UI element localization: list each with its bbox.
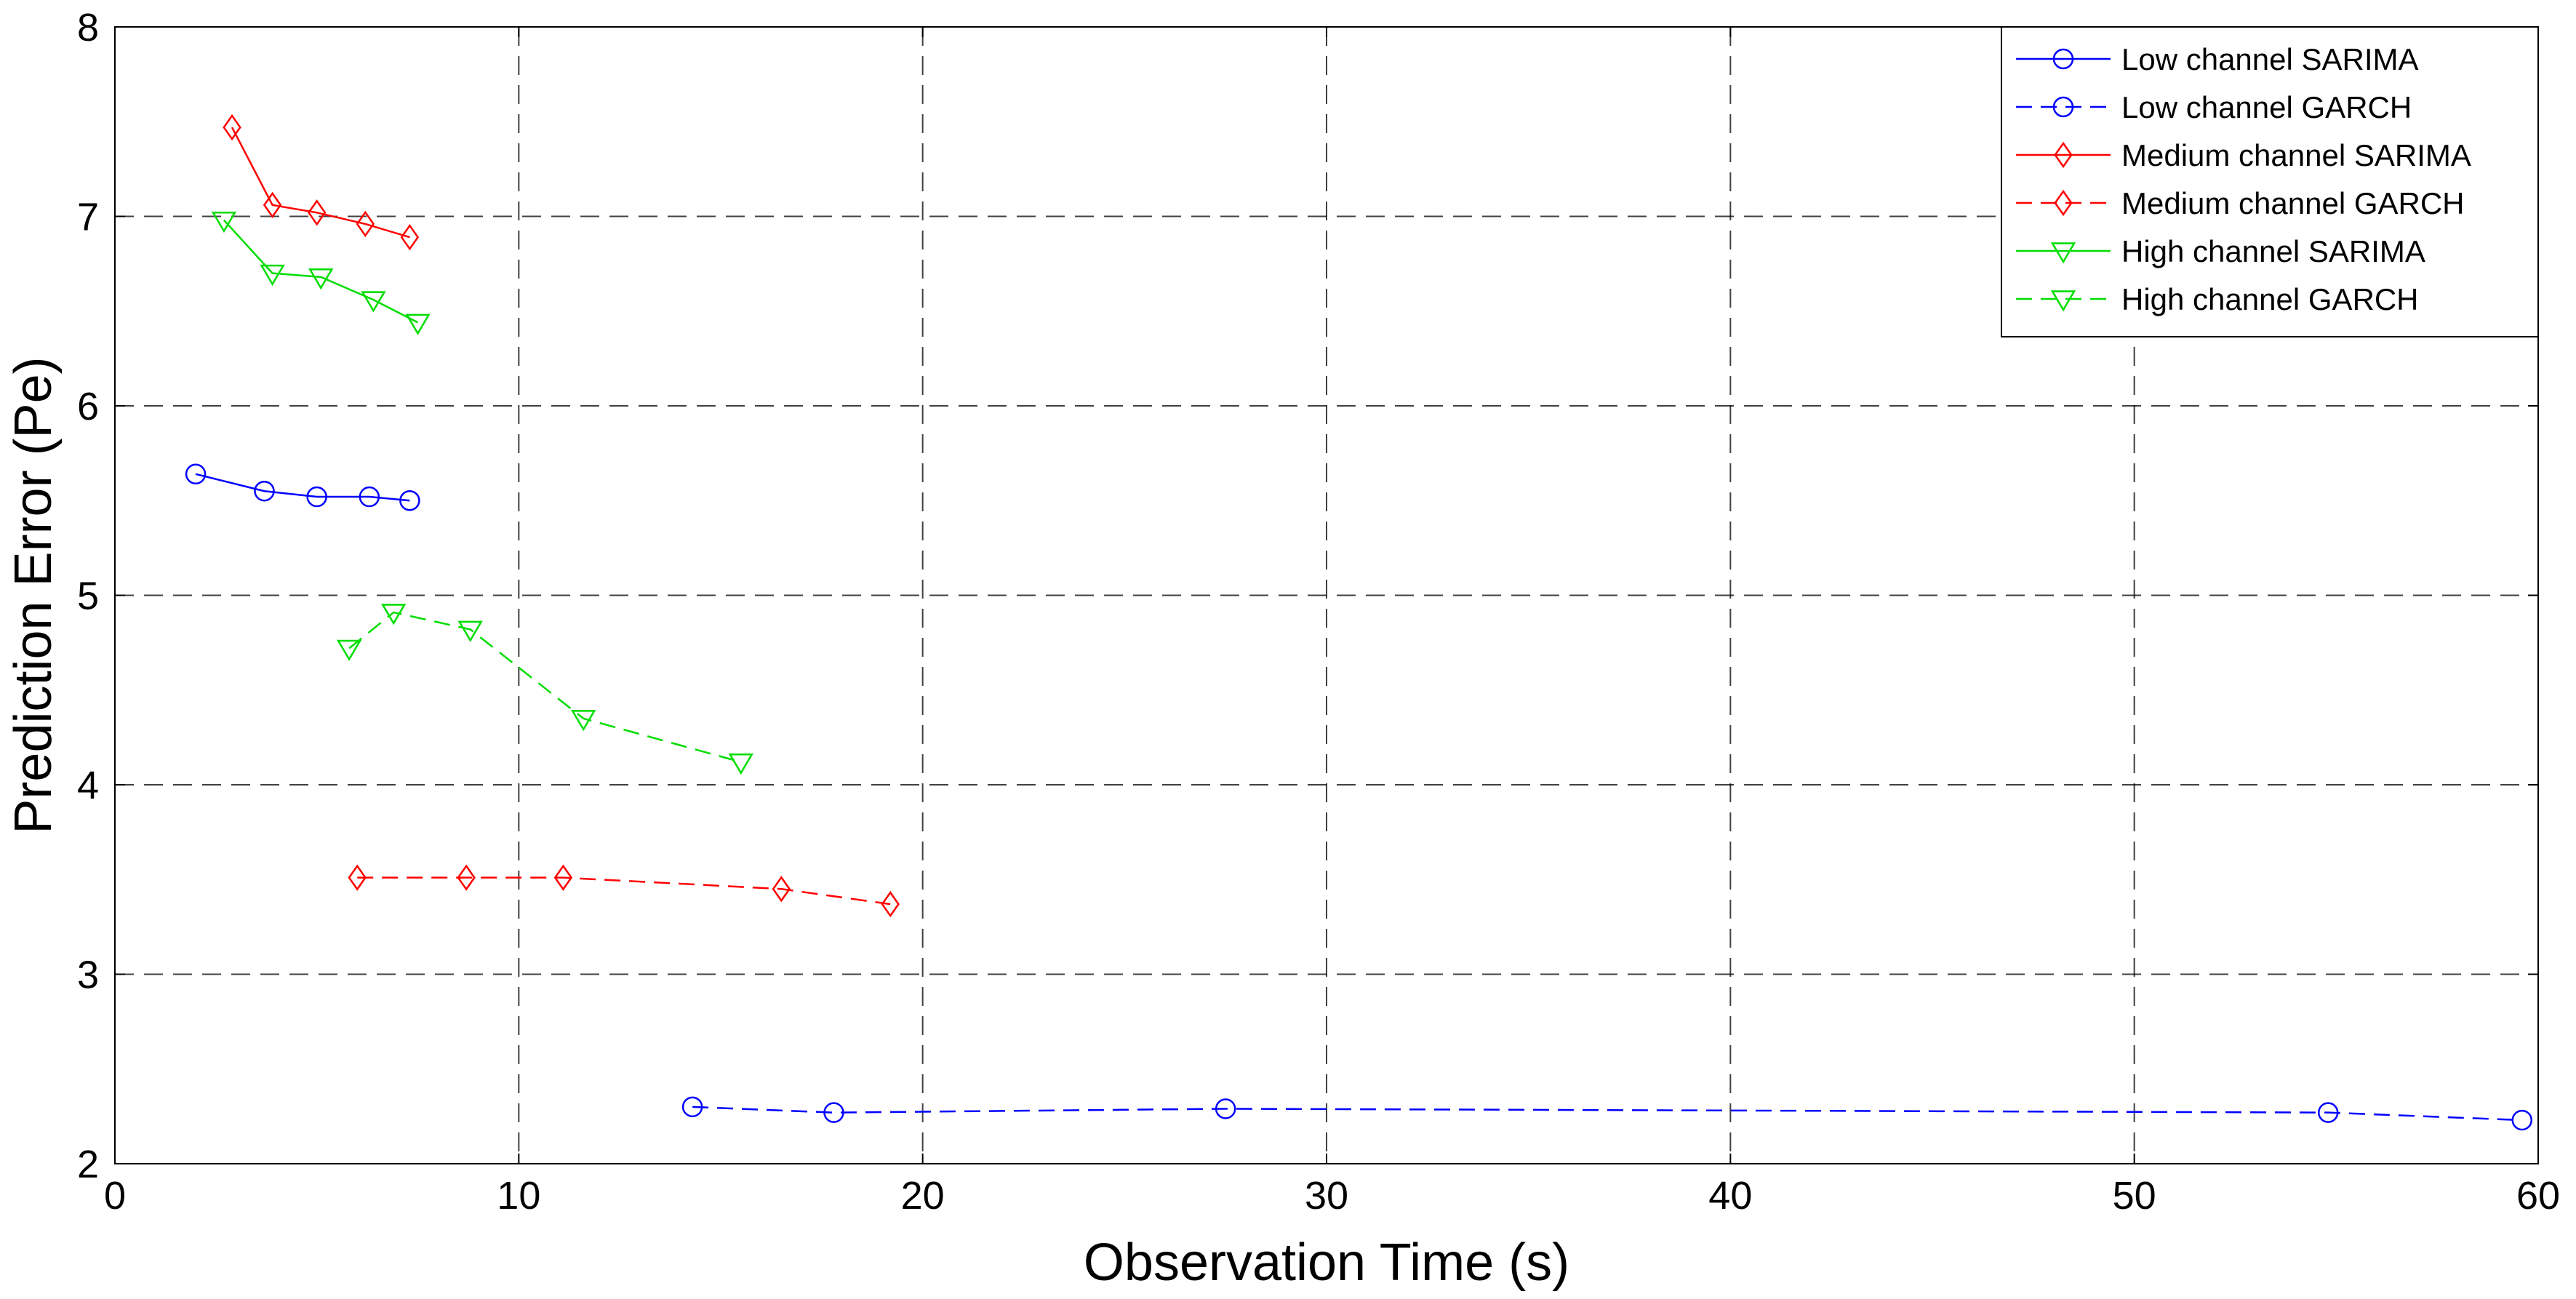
- legend: Low channel SARIMA Low channel GARCH Mediu…: [2001, 26, 2539, 337]
- series-line: [348, 611, 742, 763]
- data-point: [457, 620, 483, 642]
- series-line: [195, 473, 410, 502]
- legend-label: Medium channel GARCH: [2121, 186, 2465, 220]
- series-line: [231, 127, 410, 239]
- legend-marker: [2054, 189, 2073, 217]
- legend-item: Low channel SARIMA: [2016, 42, 2419, 76]
- data-point: [306, 486, 327, 508]
- legend-marker: [2050, 242, 2076, 264]
- legend-marker: [2052, 96, 2074, 118]
- data-point: [308, 268, 334, 290]
- legend-label: High channel SARIMA: [2121, 234, 2425, 268]
- x-tick-label: 30: [1305, 1174, 1348, 1218]
- x-tick-label: 0: [104, 1174, 126, 1218]
- legend-marker: [2050, 290, 2076, 312]
- axis-ticks: 0 10 20 30 40 50 60 2 3 4 5 6 7 8: [77, 6, 2560, 1218]
- data-point: [728, 753, 753, 775]
- data-point: [211, 211, 237, 233]
- legend-item: High channel SARIMA: [2016, 234, 2425, 268]
- y-tick-label: 3: [77, 954, 99, 997]
- series-layer: [185, 113, 2533, 1131]
- data-point: [359, 486, 380, 508]
- data-point: [457, 864, 476, 891]
- series-line: [223, 219, 419, 324]
- legend-item: Medium channel SARIMA: [2016, 138, 2471, 172]
- x-tick-label: 10: [497, 1174, 540, 1218]
- data-point: [399, 490, 420, 511]
- series-1: [185, 463, 420, 511]
- data-point: [2511, 1109, 2533, 1131]
- data-point: [2317, 1102, 2339, 1123]
- legend-label: Low channel SARIMA: [2121, 42, 2419, 76]
- data-point: [823, 1102, 844, 1123]
- y-tick-label: 7: [77, 196, 99, 239]
- legend-box: [2001, 26, 2539, 337]
- y-tick-label: 2: [77, 1143, 99, 1186]
- legend-item: Low channel GARCH: [2016, 90, 2412, 124]
- series-line: [357, 876, 891, 906]
- data-point: [361, 291, 386, 313]
- data-point: [881, 890, 900, 918]
- data-point: [571, 710, 596, 732]
- data-point: [772, 876, 791, 903]
- data-point: [553, 864, 573, 891]
- data-point: [263, 191, 282, 219]
- data-point: [223, 113, 241, 141]
- data-point: [405, 313, 431, 335]
- y-axis-label: Prediction Error (Pe): [4, 356, 63, 834]
- data-point: [356, 210, 375, 238]
- x-axis-label: Observation Time (s): [1084, 1234, 1569, 1292]
- legend-item: Medium channel GARCH: [2016, 186, 2465, 220]
- legend-label: Medium channel SARIMA: [2121, 138, 2471, 172]
- y-tick-label: 4: [77, 764, 99, 807]
- legend-label: Low channel GARCH: [2121, 90, 2412, 124]
- data-point: [185, 463, 207, 485]
- data-point: [380, 604, 407, 625]
- legend-item: High channel GARCH: [2016, 282, 2419, 316]
- data-point: [681, 1096, 703, 1118]
- x-tick-label: 20: [901, 1174, 945, 1218]
- series-5: [211, 211, 431, 335]
- series-3: [223, 113, 420, 251]
- series-6: [336, 604, 753, 775]
- data-point: [336, 639, 362, 661]
- legend-marker: [2052, 48, 2074, 70]
- data-point: [307, 199, 327, 226]
- series-2: [681, 1096, 2533, 1131]
- x-tick-label: 60: [2516, 1174, 2560, 1218]
- data-point: [260, 264, 285, 287]
- series-line: [692, 1106, 2522, 1122]
- series-4: [348, 864, 900, 918]
- y-tick-label: 8: [77, 6, 99, 49]
- x-tick-label: 40: [1708, 1174, 1752, 1218]
- legend-marker: [2054, 141, 2073, 169]
- data-point: [1215, 1098, 1236, 1119]
- data-point: [400, 223, 420, 251]
- data-point: [254, 480, 275, 502]
- x-tick-label: 50: [2113, 1174, 2156, 1218]
- y-tick-label: 5: [77, 575, 99, 618]
- legend-label: High channel GARCH: [2121, 282, 2419, 316]
- data-point: [348, 864, 367, 891]
- y-tick-label: 6: [77, 385, 99, 428]
